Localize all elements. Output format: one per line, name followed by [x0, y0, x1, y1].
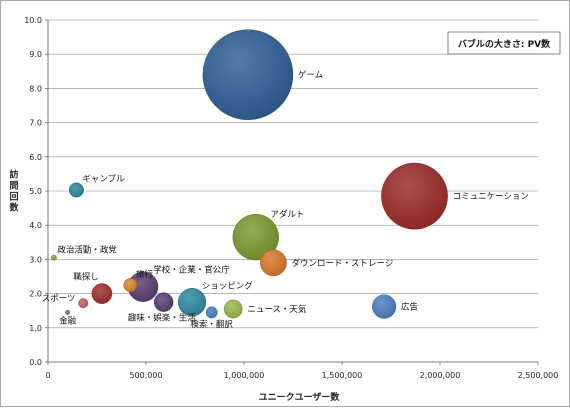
bubble — [68, 182, 84, 198]
x-tick-labels: 0 500,000 1,000,000 1,500,000 2,000,000 2,500… — [45, 362, 558, 380]
x-tick-label: 1,000,000 — [224, 371, 265, 380]
bubble-label: 学校・企業・官公庁 — [153, 265, 230, 276]
y-tick-label: 8.0 — [29, 84, 42, 93]
axes — [47, 20, 538, 363]
bubble — [232, 213, 279, 261]
x-tick-label: 1,500,000 — [322, 371, 363, 380]
x-tick-label: 2,000,000 — [420, 371, 461, 380]
size-legend-box: バブルの大きさ: PV数 — [447, 31, 561, 55]
bubble — [260, 249, 287, 277]
bubble-label: ギャンブル — [82, 174, 125, 185]
bubble — [78, 298, 89, 309]
y-tick-label: 1.0 — [29, 324, 42, 333]
size-legend-text: バブルの大きさ: PV数 — [458, 38, 551, 50]
x-tick-label: 2,500,000 — [518, 371, 559, 380]
bubble-label: 検索・翻訳 — [190, 319, 233, 330]
bubble-label: ニュース・天気 — [247, 304, 307, 315]
bubble-label: ショッピング — [202, 281, 254, 292]
bubble-label: コミュニケーション — [453, 192, 529, 202]
bubble — [223, 299, 243, 319]
bubble-label: スポーツ — [42, 294, 76, 304]
bubble — [153, 292, 174, 312]
y-tick-label: 0.0 — [29, 358, 42, 367]
bubble — [202, 29, 294, 120]
bubble-label: 趣味・娯楽・生活 — [128, 313, 197, 324]
bubble-label: アダルト — [270, 209, 304, 220]
bubbles — [50, 29, 448, 319]
y-axis-title-char: 訪 — [9, 169, 18, 181]
y-tick-label: 2.0 — [29, 290, 42, 299]
bubble-label: 職探し — [73, 272, 99, 283]
x-tick-label: 0 — [45, 371, 50, 380]
bubble-label: 旅行 — [136, 269, 154, 280]
y-tick-label: 9.0 — [29, 50, 42, 59]
x-tick-label: 500,000 — [129, 371, 162, 380]
y-axis-title-char: 回 — [9, 192, 18, 203]
bubble — [177, 288, 207, 317]
bubble — [381, 162, 448, 230]
bubble-label: 政治活動・政党 — [57, 245, 117, 256]
bubble-label: 金融 — [59, 316, 77, 327]
y-tick-label: 6.0 — [29, 153, 42, 162]
gridlines — [45, 19, 538, 363]
y-tick-label: 7.0 — [29, 119, 42, 128]
bubble-label: ゲーム — [298, 70, 323, 81]
y-tick-label: 5.0 — [29, 187, 42, 196]
bubble — [91, 283, 113, 304]
bubble — [50, 254, 57, 261]
bubble — [65, 309, 71, 315]
y-tick-label: 3.0 — [29, 255, 42, 264]
y-tick-label: 10.0 — [24, 16, 42, 25]
bubble-label: 広告 — [401, 302, 418, 313]
x-axis-title: ユニークユーザー数 — [259, 391, 341, 403]
y-axis-title-char: 数 — [9, 202, 19, 214]
y-axis-title-char: 問 — [9, 181, 18, 192]
bubble — [372, 294, 397, 319]
bubble — [205, 306, 218, 319]
bubble — [123, 278, 138, 292]
y-tick-label: 4.0 — [29, 221, 42, 230]
bubble-label: ダウンロード・ストレージ — [292, 258, 394, 269]
y-tick-labels: 0.0 1.0 2.0 3.0 4.0 5.0 6.0 7.0 8.0 9.0 10.0 — [24, 16, 42, 367]
